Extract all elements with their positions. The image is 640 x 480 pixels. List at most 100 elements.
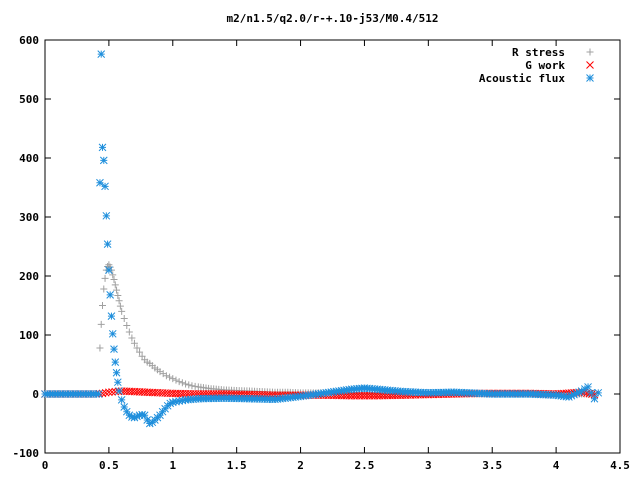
point-plus — [188, 382, 196, 390]
x-tick-label: 1 — [169, 459, 176, 472]
point-plus — [175, 378, 183, 386]
point-star — [99, 156, 108, 165]
chart-marks — [41, 50, 603, 428]
point-star — [166, 399, 175, 408]
point-star — [594, 388, 603, 397]
point-plus — [191, 382, 199, 390]
x-tick-label: 1.5 — [227, 459, 247, 472]
point-plus — [138, 352, 146, 360]
point-star — [138, 410, 146, 419]
point-plus — [118, 307, 126, 315]
x-tick-label: 3 — [425, 459, 432, 472]
point-star — [105, 266, 113, 274]
point-plus — [100, 285, 108, 293]
legend-marker — [586, 74, 594, 82]
point-plus — [97, 320, 105, 328]
x-tick-label: 4.5 — [610, 459, 630, 472]
point-plus — [125, 328, 133, 336]
point-plus — [114, 291, 122, 299]
point-plus — [133, 344, 141, 352]
point-star — [103, 240, 112, 248]
point-plus — [185, 381, 193, 389]
series-r-stress — [41, 261, 598, 398]
point-star — [575, 388, 583, 397]
point-star — [111, 358, 120, 366]
series-acoustic-flux — [41, 50, 603, 428]
point-plus — [182, 380, 190, 388]
x-tick-label: 0.5 — [99, 459, 119, 472]
point-star — [178, 396, 187, 405]
point-star — [577, 387, 586, 395]
point-star — [122, 407, 131, 416]
point-plus — [111, 281, 119, 289]
point-plus — [586, 48, 594, 56]
x-tick-label: 4 — [553, 459, 560, 472]
legend-label: G work — [525, 59, 565, 72]
point-star — [98, 143, 107, 152]
point-star — [94, 390, 103, 398]
point-plus — [116, 302, 124, 310]
chart-title: m2/n1.5/q2.0/r-+.10-j53/M0.4/512 — [227, 12, 439, 25]
point-plus — [120, 314, 128, 322]
point-star — [128, 413, 136, 421]
point-star — [107, 312, 116, 320]
y-axis: -100 0 100 200 300 400 500 600 — [13, 34, 620, 460]
point-plus — [99, 302, 106, 309]
point-plus — [123, 322, 131, 330]
point-star — [581, 385, 589, 393]
y-tick-label: 400 — [19, 152, 39, 165]
point-plus — [169, 375, 177, 383]
point-star — [117, 396, 126, 404]
point-star — [156, 411, 164, 420]
point-star — [172, 397, 180, 406]
point-cross — [105, 388, 113, 397]
point-star — [570, 390, 578, 399]
point-cross — [108, 388, 116, 396]
x-axis: 0 0.5 1 1.5 2 2.5 3 3.5 4 4.5 — [42, 40, 630, 472]
point-star — [112, 368, 121, 377]
point-star — [110, 345, 118, 354]
point-star — [140, 411, 149, 420]
point-plus — [115, 297, 123, 305]
point-star — [125, 411, 134, 420]
y-tick-label: 600 — [19, 34, 39, 47]
y-tick-label: 500 — [19, 93, 39, 106]
point-star — [102, 211, 111, 220]
point-star — [145, 419, 154, 428]
x-tick-label: 0 — [42, 459, 49, 472]
point-plus — [166, 373, 174, 381]
legend-marker — [586, 61, 594, 69]
point-plus — [130, 339, 138, 347]
point-plus — [101, 274, 109, 282]
plot-frame — [44, 39, 621, 454]
point-star — [130, 413, 139, 422]
point-star — [120, 403, 129, 411]
x-tick-label: 2 — [297, 459, 304, 472]
y-tick-label: 0 — [32, 388, 39, 401]
point-star — [175, 397, 184, 405]
point-star — [587, 388, 596, 397]
point-star — [572, 389, 581, 398]
point-star — [586, 74, 594, 82]
y-tick-label: 100 — [19, 329, 39, 342]
point-cross — [586, 61, 594, 69]
point-star — [567, 391, 576, 400]
point-plus — [162, 372, 170, 380]
point-star — [135, 411, 144, 420]
y-tick-label: -100 — [13, 447, 40, 460]
point-star — [584, 383, 592, 391]
x-tick-label: 2.5 — [355, 459, 375, 472]
x-tick-label: 3.5 — [482, 459, 502, 472]
point-star — [133, 412, 141, 421]
point-plus — [128, 334, 136, 342]
legend-label: R stress — [512, 46, 565, 59]
point-plus — [109, 271, 117, 279]
point-star — [168, 398, 177, 407]
point-cross — [101, 388, 110, 397]
point-star — [101, 182, 109, 191]
point-plus — [110, 276, 118, 284]
point-star — [96, 178, 104, 187]
point-plus — [96, 344, 104, 352]
